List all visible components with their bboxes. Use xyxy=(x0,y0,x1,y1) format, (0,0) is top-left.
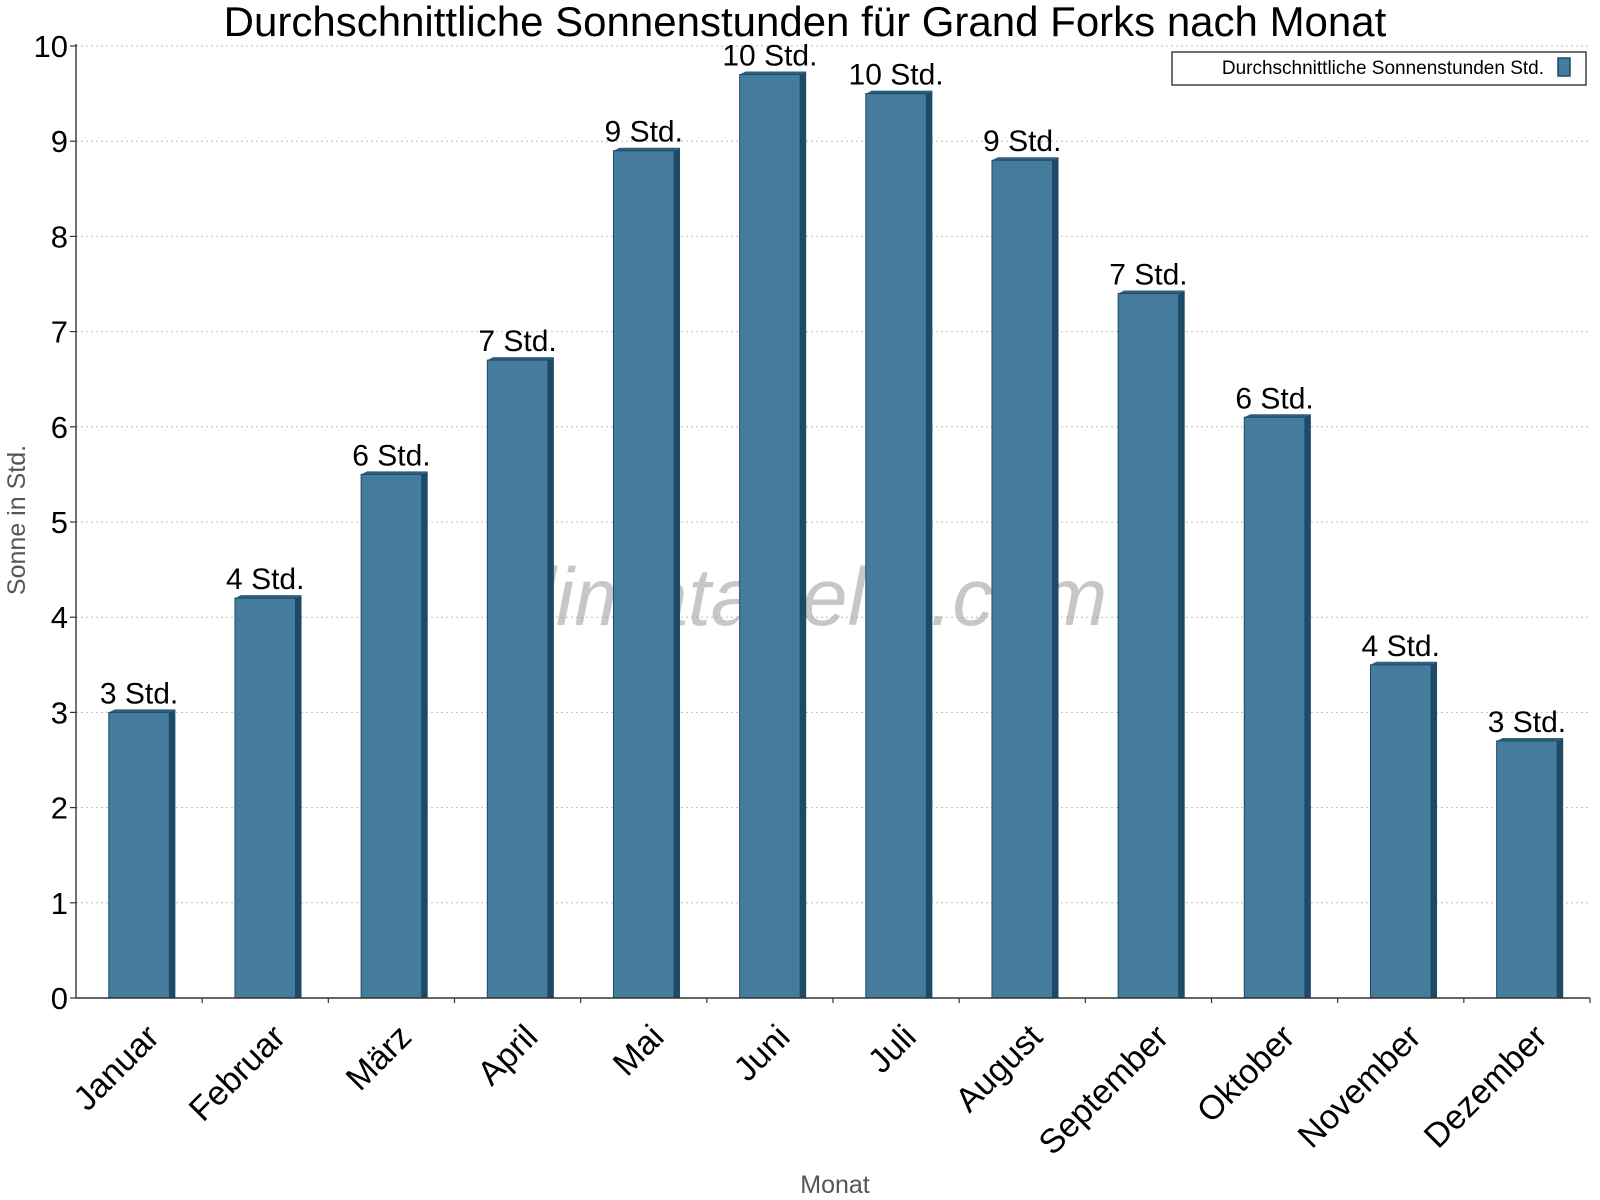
x-tick-label-7: August xyxy=(948,1017,1050,1119)
x-tick-label-4: Mai xyxy=(606,1018,672,1084)
y-tick-label-0: 0 xyxy=(51,981,68,1016)
y-axis-label: Sonne in Std. xyxy=(3,445,31,595)
y-tick-label-9: 9 xyxy=(51,124,68,159)
bar-side-10 xyxy=(1431,661,1438,998)
data-labels: 3 Std. 4 Std. 6 Std. 7 Std. 9 Std. 10 Std. 10 … xyxy=(100,40,1566,739)
x-tick-label-6: Juli xyxy=(861,1018,924,1081)
x-tick-label-0: Januar xyxy=(66,1018,166,1118)
bar-5 xyxy=(739,74,801,999)
bar-top-8 xyxy=(1118,290,1185,294)
y-tick-label-8: 8 xyxy=(51,219,68,254)
bar-9 xyxy=(1243,416,1306,999)
bar-side-9 xyxy=(1304,414,1311,998)
bar-series xyxy=(108,71,1564,999)
legend-swatch xyxy=(1557,57,1571,77)
data-label-6: 10 Std. xyxy=(849,59,944,92)
legend: Durchschnittliche Sonnenstunden Std. xyxy=(1171,51,1587,86)
x-tick-label-8: September xyxy=(1032,1018,1176,1162)
bar-8 xyxy=(1117,293,1180,999)
y-tick-label-10: 10 xyxy=(34,29,68,64)
y-tick-label-2: 2 xyxy=(51,791,68,826)
bar-10 xyxy=(1369,664,1432,999)
data-label-9: 6 Std. xyxy=(1235,382,1313,415)
bar-7 xyxy=(991,159,1054,999)
y-tick-label-4: 4 xyxy=(51,600,68,635)
x-tick-label-10: November xyxy=(1291,1018,1429,1156)
chart-title: Durchschnittliche Sonnenstunden für Gran… xyxy=(224,0,1387,45)
y-axis-ticks: 0 1 2 3 4 5 6 7 8 9 10 xyxy=(34,29,76,1016)
y-tick-label-7: 7 xyxy=(51,315,68,350)
x-tick-label-5: Juni xyxy=(727,1018,798,1089)
data-label-11: 3 Std. xyxy=(1488,706,1566,739)
bar-top-0 xyxy=(108,709,176,713)
gridlines xyxy=(76,45,1590,904)
y-tick-label-3: 3 xyxy=(51,695,68,730)
axes xyxy=(75,44,1591,1003)
legend-box xyxy=(1171,51,1587,86)
data-label-5: 10 Std. xyxy=(722,40,817,73)
bar-side-3 xyxy=(547,357,554,998)
bar-0 xyxy=(108,711,170,999)
bar-11 xyxy=(1496,740,1558,999)
bar-side-5 xyxy=(800,71,807,998)
x-axis-label: Monat xyxy=(800,1171,870,1199)
data-label-2: 6 Std. xyxy=(352,439,430,472)
x-tick-label-9: Oktober xyxy=(1190,1018,1302,1130)
data-label-0: 3 Std. xyxy=(100,677,178,710)
y-tick-label-6: 6 xyxy=(51,410,68,445)
bar-top-9 xyxy=(1244,414,1311,418)
data-label-10: 4 Std. xyxy=(1362,630,1440,663)
x-tick-label-2: März xyxy=(339,1018,419,1098)
bar-top-5 xyxy=(739,71,807,75)
bar-side-11 xyxy=(1557,737,1564,998)
bar-side-6 xyxy=(926,90,933,999)
y-tick-label-5: 5 xyxy=(51,505,68,540)
bar-3 xyxy=(486,359,549,999)
bar-top-1 xyxy=(234,595,302,599)
data-label-7: 9 Std. xyxy=(983,125,1061,158)
bar-side-7 xyxy=(1052,157,1059,999)
x-tick-label-11: Dezember xyxy=(1417,1018,1555,1156)
x-tick-label-1: Februar xyxy=(182,1018,293,1129)
data-label-1: 4 Std. xyxy=(226,563,304,596)
bar-top-3 xyxy=(487,357,554,361)
bar-side-8 xyxy=(1178,290,1185,998)
bar-side-2 xyxy=(421,471,428,998)
data-label-4: 9 Std. xyxy=(605,116,683,149)
data-label-3: 7 Std. xyxy=(478,325,556,358)
bar-top-10 xyxy=(1370,661,1438,665)
y-tick-label-1: 1 xyxy=(51,886,68,921)
bar-6 xyxy=(865,93,927,999)
x-tick-label-3: April xyxy=(470,1018,545,1093)
bar-top-2 xyxy=(361,471,428,475)
bar-4 xyxy=(612,150,675,999)
bar-side-0 xyxy=(169,709,176,998)
legend-entry-label: Durchschnittliche Sonnenstunden Std. xyxy=(1222,58,1544,79)
bar-top-6 xyxy=(865,90,933,94)
bar-1 xyxy=(234,597,297,999)
bar-top-4 xyxy=(613,147,681,151)
data-label-8: 7 Std. xyxy=(1109,259,1187,292)
x-axis-ticks: Januar Februar März April Mai Juni Juli AugustS… xyxy=(66,998,1555,1162)
bar-side-4 xyxy=(674,147,681,999)
bar-top-11 xyxy=(1496,737,1564,741)
bar-top-7 xyxy=(991,157,1059,161)
bar-side-1 xyxy=(295,595,302,998)
bar-2 xyxy=(360,473,423,999)
